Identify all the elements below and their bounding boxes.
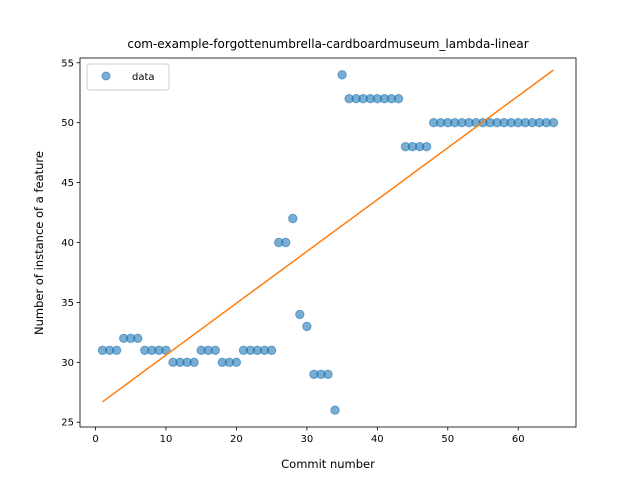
data-point — [323, 369, 333, 379]
y-axis: 25 30 35 40 45 50 55 — [61, 58, 80, 429]
data-point — [393, 94, 404, 104]
data-point — [302, 321, 312, 332]
x-tick-label: 10 — [160, 434, 173, 445]
y-tick-label: 55 — [61, 58, 74, 69]
data-point — [133, 333, 143, 343]
data-point — [295, 309, 305, 320]
data-point — [189, 357, 199, 367]
data-point — [421, 142, 432, 152]
y-tick-label: 45 — [61, 178, 74, 189]
plot-area — [97, 69, 559, 415]
data-point — [288, 213, 298, 224]
x-axis: 0 10 20 30 40 50 60 — [92, 427, 525, 445]
y-tick-label: 40 — [61, 238, 74, 249]
data-point — [210, 345, 221, 355]
x-tick-label: 40 — [371, 434, 384, 445]
data-point — [337, 70, 347, 80]
data-point — [330, 405, 340, 415]
fit-line — [102, 69, 554, 403]
x-tick-label: 60 — [512, 434, 525, 445]
x-tick-label: 50 — [441, 434, 454, 445]
legend-box — [86, 63, 170, 91]
legend-label: data — [132, 72, 155, 83]
data-point — [231, 357, 242, 367]
x-tick-label: 30 — [300, 434, 313, 445]
chart-title: com-example-forgottenumbrella-cardboardm… — [127, 37, 528, 51]
x-axis-title: Commit number — [281, 457, 375, 471]
x-tick-label: 0 — [92, 434, 98, 445]
y-tick-label: 50 — [61, 118, 74, 129]
y-tick-label: 30 — [61, 358, 74, 369]
y-tick-label: 35 — [61, 298, 74, 309]
data-point — [266, 345, 277, 355]
legend: data — [86, 63, 170, 91]
data-point — [548, 118, 559, 128]
legend-marker — [101, 71, 111, 81]
y-tick-label: 25 — [61, 418, 74, 429]
data-point — [281, 237, 291, 248]
y-axis-title: Number of instance of a feature — [32, 151, 46, 335]
data-point — [111, 345, 122, 355]
x-tick-label: 20 — [230, 434, 243, 445]
